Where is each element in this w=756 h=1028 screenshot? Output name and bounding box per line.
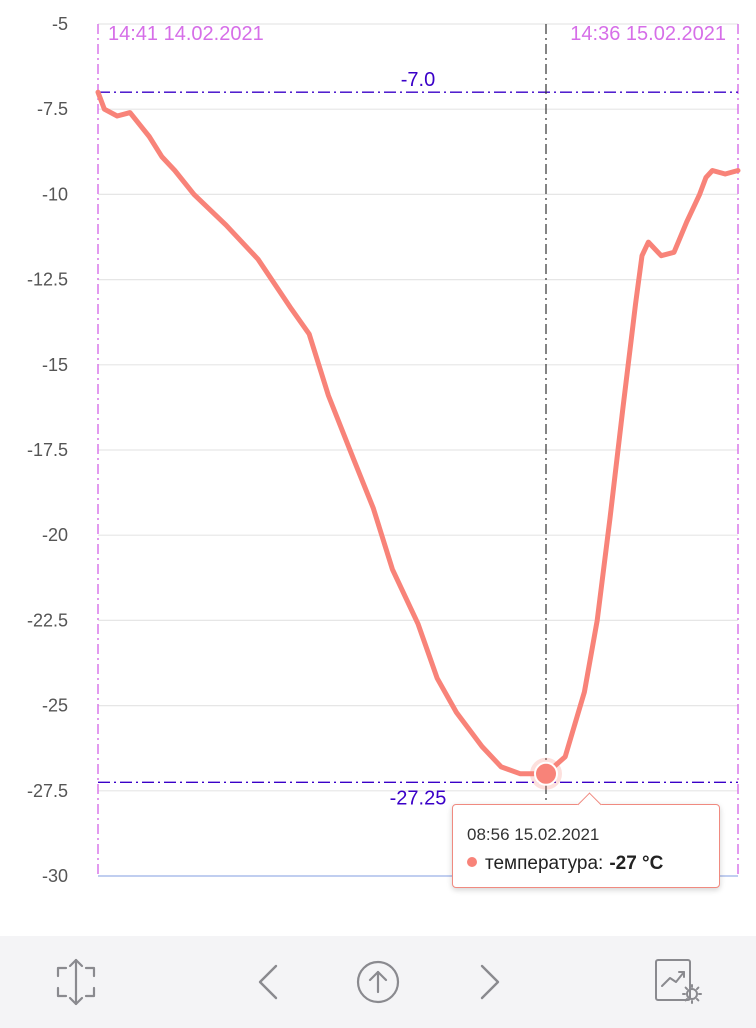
previous-button[interactable] bbox=[240, 954, 296, 1010]
y-tick-label: -17.5 bbox=[27, 440, 68, 460]
chart-settings-button[interactable] bbox=[652, 954, 708, 1010]
tooltip-time: 08:56 15.02.2021 bbox=[467, 825, 600, 844]
y-tick-label: -15 bbox=[42, 355, 68, 375]
arrow-up-circle-icon bbox=[356, 960, 400, 1004]
y-tick-label: -12.5 bbox=[27, 270, 68, 290]
y-tick-label: -5 bbox=[52, 14, 68, 34]
y-tick-label: -27.5 bbox=[27, 781, 68, 801]
temperature-chart: -5 -7.5 -10 -12.5 -15 -17.5 -20 -22.5 -25 -27.5 -3… bbox=[27, 14, 741, 886]
y-tick-label: -7.5 bbox=[37, 99, 68, 119]
y-tick-label: -10 bbox=[42, 184, 68, 204]
scroll-up-button[interactable] bbox=[350, 954, 406, 1010]
series-line bbox=[95, 89, 741, 777]
chart-settings-icon bbox=[655, 959, 702, 1004]
y-tick-label: -30 bbox=[42, 866, 68, 886]
crosshair bbox=[530, 24, 562, 876]
grid-lines bbox=[98, 23, 738, 877]
resize-button[interactable] bbox=[48, 954, 104, 1010]
y-tick-label: -20 bbox=[42, 525, 68, 545]
series-lines bbox=[95, 89, 741, 777]
next-button[interactable] bbox=[462, 954, 518, 1010]
highlight-point bbox=[534, 761, 558, 786]
tooltip-series-row: температура: -27 °C bbox=[467, 853, 663, 875]
resize-icon bbox=[56, 958, 96, 1006]
tooltip-value: -27 °C bbox=[609, 853, 664, 874]
data-tooltip: 08:56 15.02.2021 температура: -27 °C bbox=[452, 792, 720, 888]
tooltip-series-label: температура: bbox=[485, 853, 604, 874]
y-tick-label: -22.5 bbox=[27, 610, 68, 630]
time-marker-label: 14:41 14.02.2021 bbox=[108, 23, 264, 45]
time-marker-label: 14:36 15.02.2021 bbox=[570, 23, 726, 45]
chevron-left-icon bbox=[258, 964, 278, 1000]
time-markers: 14:41 14.02.2021 14:36 15.02.2021 bbox=[97, 23, 739, 876]
y-axis-ticks: -5 -7.5 -10 -12.5 -15 -17.5 -20 -22.5 -25 -27.5 -3… bbox=[27, 14, 68, 886]
reference-line-label: -7.0 bbox=[401, 69, 435, 91]
tooltip-series-dot bbox=[467, 856, 477, 867]
y-tick-label: -25 bbox=[42, 696, 68, 716]
chevron-right-icon bbox=[480, 964, 500, 1000]
reference-line-label: -27.25 bbox=[390, 787, 447, 809]
bottom-toolbar bbox=[0, 936, 756, 1028]
reference-lines: -7.0 -27.25 bbox=[98, 69, 738, 809]
